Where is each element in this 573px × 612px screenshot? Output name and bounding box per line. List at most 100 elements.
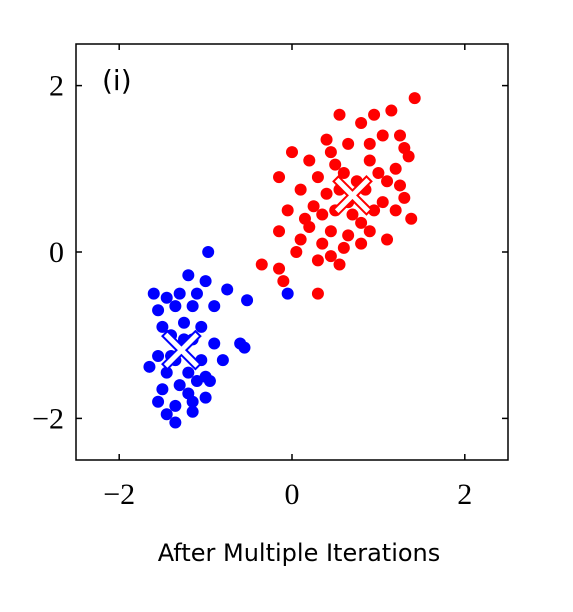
point bbox=[273, 262, 286, 275]
point bbox=[169, 300, 182, 313]
point bbox=[294, 233, 307, 246]
point bbox=[186, 395, 199, 408]
point bbox=[273, 171, 286, 184]
point bbox=[182, 366, 195, 379]
point bbox=[376, 196, 389, 209]
point bbox=[372, 166, 385, 179]
point bbox=[147, 287, 160, 300]
point bbox=[190, 287, 203, 300]
point bbox=[178, 316, 190, 329]
point bbox=[221, 283, 234, 296]
point bbox=[385, 104, 398, 117]
point bbox=[311, 254, 324, 267]
centroid-stroke bbox=[334, 177, 371, 213]
point bbox=[152, 304, 165, 317]
y-tick-label: −2 bbox=[32, 402, 64, 435]
point bbox=[394, 179, 406, 192]
point bbox=[294, 183, 307, 196]
point bbox=[408, 92, 421, 105]
annotation: (i) bbox=[102, 64, 132, 97]
x-tick-label: 0 bbox=[285, 478, 300, 511]
point bbox=[381, 175, 394, 188]
point bbox=[156, 383, 169, 396]
point bbox=[363, 225, 376, 238]
point bbox=[152, 350, 165, 362]
point bbox=[160, 408, 173, 421]
point bbox=[333, 108, 346, 121]
point bbox=[203, 374, 216, 387]
point bbox=[337, 241, 350, 254]
y-tick-label: 2 bbox=[49, 70, 64, 103]
point bbox=[320, 187, 333, 200]
point bbox=[307, 200, 320, 213]
point bbox=[363, 137, 376, 150]
point bbox=[320, 133, 333, 146]
point bbox=[337, 166, 350, 179]
point bbox=[389, 204, 402, 217]
point bbox=[311, 171, 324, 184]
point bbox=[199, 391, 212, 404]
point bbox=[195, 320, 208, 333]
x-tick-label: 2 bbox=[457, 478, 472, 511]
point bbox=[169, 416, 182, 429]
point bbox=[281, 287, 294, 300]
point bbox=[324, 250, 337, 263]
point bbox=[173, 379, 186, 392]
centroid-marker bbox=[332, 175, 373, 216]
point bbox=[368, 204, 381, 217]
point bbox=[208, 300, 221, 313]
point bbox=[405, 212, 418, 225]
point bbox=[182, 269, 195, 282]
point bbox=[342, 229, 355, 242]
point bbox=[152, 395, 165, 408]
point bbox=[389, 162, 402, 175]
point bbox=[333, 258, 346, 271]
centroid-marker bbox=[161, 329, 202, 371]
point bbox=[241, 294, 254, 307]
point bbox=[363, 154, 376, 167]
point bbox=[208, 337, 221, 350]
point bbox=[324, 146, 337, 159]
centroid-stroke bbox=[163, 332, 199, 368]
point bbox=[216, 354, 229, 367]
point bbox=[316, 237, 329, 250]
point bbox=[160, 291, 173, 304]
point bbox=[394, 129, 406, 142]
point bbox=[346, 208, 359, 221]
point bbox=[277, 275, 290, 288]
x-axis-label: After Multiple Iterations bbox=[158, 539, 441, 567]
point bbox=[255, 258, 268, 271]
point bbox=[202, 246, 215, 258]
point bbox=[381, 233, 394, 246]
point bbox=[199, 275, 212, 288]
point bbox=[273, 225, 286, 238]
point bbox=[281, 204, 294, 217]
point bbox=[342, 137, 355, 150]
point bbox=[143, 360, 156, 373]
point bbox=[402, 150, 415, 163]
point bbox=[324, 225, 337, 238]
point bbox=[316, 208, 329, 221]
point bbox=[311, 287, 324, 300]
point bbox=[186, 405, 199, 418]
point bbox=[290, 246, 303, 258]
x-tick-label: −2 bbox=[103, 478, 135, 511]
point bbox=[355, 117, 368, 130]
point bbox=[156, 320, 169, 333]
point bbox=[376, 129, 389, 142]
point bbox=[160, 366, 173, 379]
point bbox=[186, 300, 199, 313]
point bbox=[169, 399, 182, 412]
point bbox=[303, 154, 316, 167]
point bbox=[173, 287, 186, 300]
point bbox=[398, 191, 411, 204]
point bbox=[329, 158, 342, 171]
y-tick-label: 0 bbox=[49, 236, 64, 269]
point bbox=[190, 374, 203, 387]
point bbox=[238, 341, 251, 354]
point bbox=[298, 212, 311, 225]
point bbox=[355, 237, 368, 250]
point bbox=[286, 146, 298, 159]
point bbox=[355, 216, 368, 229]
